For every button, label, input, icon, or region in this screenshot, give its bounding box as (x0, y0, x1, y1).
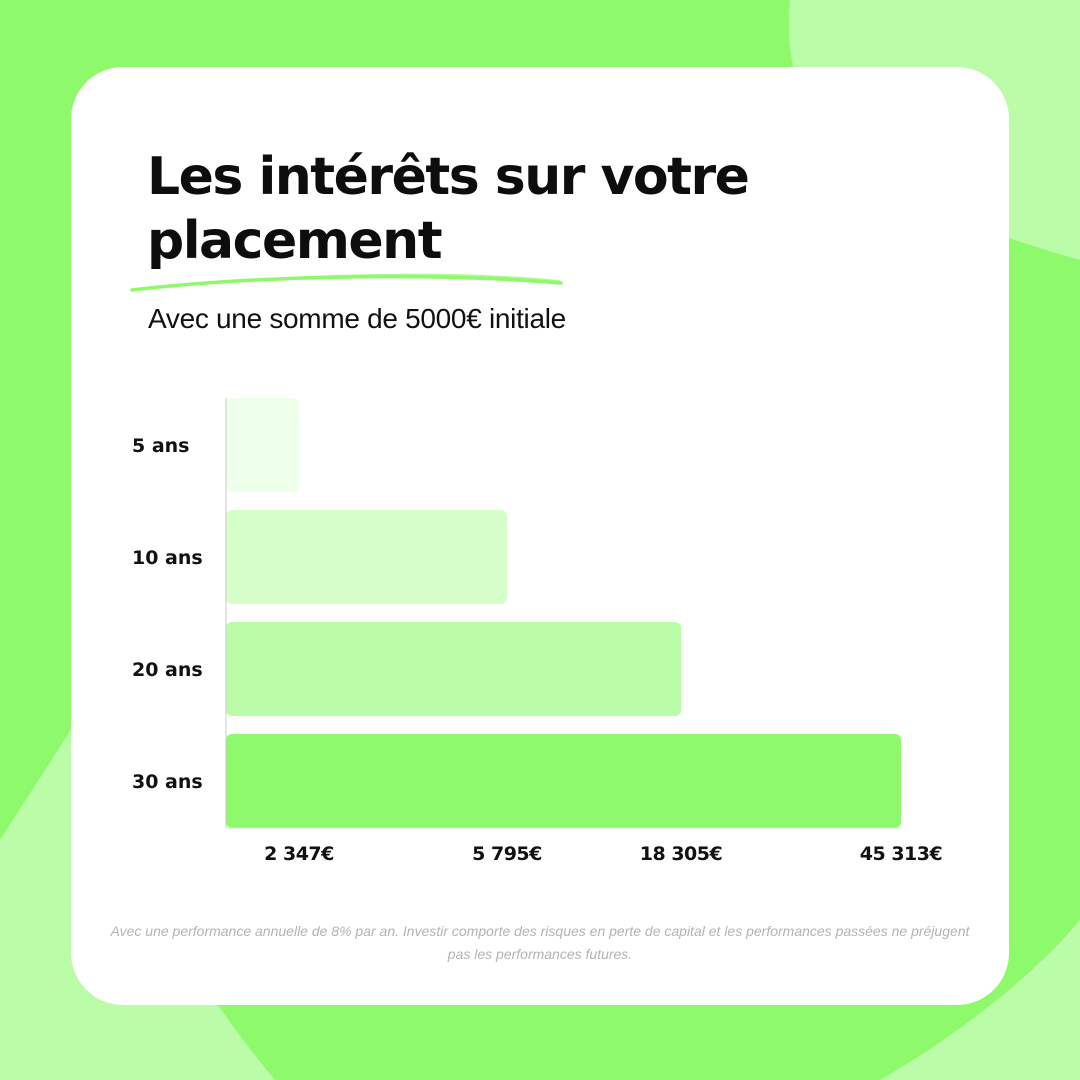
page-subtitle: Avec une somme de 5000€ initiale (148, 303, 566, 334)
bar-4 (226, 734, 901, 828)
category-label: 10 ans (132, 547, 203, 569)
bar-1 (226, 398, 299, 492)
bar-3 (226, 622, 681, 716)
bar-2 (226, 510, 507, 604)
page-title: Les intérêts sur votre placement (147, 147, 750, 271)
disclaimer: Avec une performance annuelle de 8% par … (110, 923, 970, 962)
content-card: Les intérêts sur votre placement Avec un… (71, 67, 1009, 1005)
background-wave-bottom-right (880, 920, 1080, 1080)
bar-chart: 5 ans 2 347€ 10 ans 5 795€ 20 ans 18 305€ 30 a… (132, 398, 943, 865)
value-label: 18 305€ (640, 843, 722, 865)
category-label: 5 ans (132, 435, 190, 457)
value-label: 2 347€ (264, 843, 334, 865)
category-label: 30 ans (132, 771, 203, 793)
category-label: 20 ans (132, 659, 203, 681)
title-underline-brush (130, 273, 563, 292)
value-label: 45 313€ (860, 843, 942, 865)
value-label: 5 795€ (472, 843, 542, 865)
